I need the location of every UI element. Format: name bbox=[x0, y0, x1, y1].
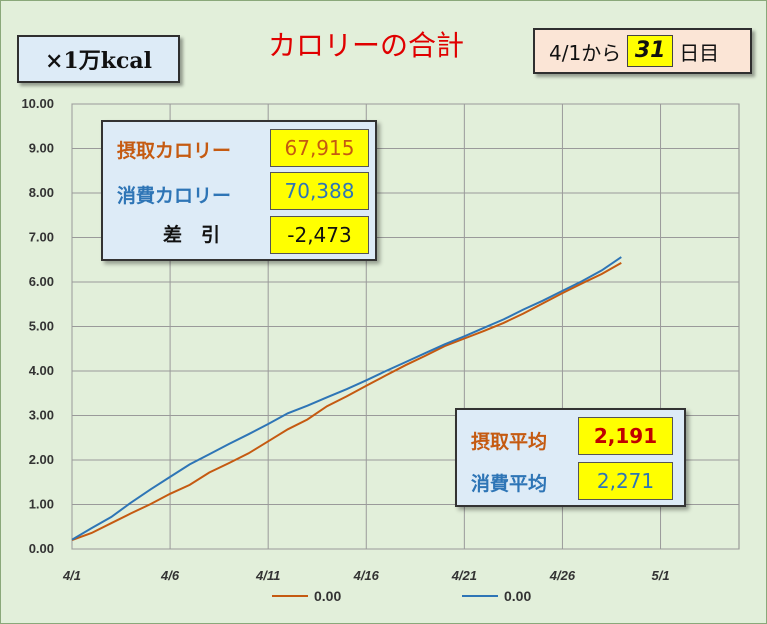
legend: 0.00 0.00 bbox=[272, 588, 531, 604]
x-tick-label: 4/6 bbox=[160, 568, 180, 583]
y-tick-label: 2.00 bbox=[29, 452, 54, 467]
x-tick-label: 4/11 bbox=[255, 568, 280, 583]
unit-label: ×1万kcal bbox=[17, 35, 180, 83]
intake-avg-label: 摂取平均 bbox=[471, 431, 548, 453]
x-tick-label: 5/1 bbox=[651, 568, 669, 583]
diff-label: 差 引 bbox=[163, 224, 221, 246]
series-line-2 bbox=[71, 256, 622, 541]
x-tick-label: 4/21 bbox=[451, 568, 477, 583]
y-tick-label: 3.00 bbox=[29, 408, 54, 423]
intake-value: 67,915 bbox=[270, 129, 369, 167]
intake-label: 摂取カロリー bbox=[117, 140, 232, 162]
y-tick-label: 1.00 bbox=[29, 497, 54, 512]
legend-label-2: 0.00 bbox=[504, 588, 531, 604]
summary-panel: 摂取カロリー 67,915 消費カロリー 70,388 差 引 -2,473 bbox=[101, 120, 377, 261]
x-tick-label: 4/16 bbox=[353, 568, 380, 583]
burn-value: 70,388 bbox=[270, 172, 369, 210]
y-tick-label: 6.00 bbox=[29, 274, 54, 289]
x-tick-label: 4/26 bbox=[549, 568, 576, 583]
y-tick-label: 9.00 bbox=[29, 141, 54, 156]
intake-avg-value: 2,191 bbox=[578, 417, 673, 455]
y-tick-label: 5.00 bbox=[29, 319, 54, 334]
burn-avg-label: 消費平均 bbox=[471, 473, 548, 495]
series-lines bbox=[71, 256, 622, 542]
diff-value: -2,473 bbox=[270, 216, 369, 254]
averages-panel: 摂取平均 2,191 消費平均 2,271 bbox=[455, 408, 686, 507]
series-line-1 bbox=[71, 262, 622, 542]
burn-avg-value: 2,271 bbox=[578, 462, 673, 500]
legend-label-1: 0.00 bbox=[314, 588, 341, 604]
burn-label: 消費カロリー bbox=[117, 185, 232, 207]
y-tick-label: 4.00 bbox=[29, 363, 54, 378]
y-tick-label: 7.00 bbox=[29, 230, 54, 245]
axis-ticks: 0.00 1.00 2.00 3.00 4.00 5.00 6.00 7.00 8.00 9.00… bbox=[21, 96, 669, 583]
day-counter-suffix: 日目 bbox=[679, 40, 720, 65]
x-tick-label: 4/1 bbox=[62, 568, 81, 583]
chart-title: カロリーの合計 bbox=[268, 29, 465, 62]
day-counter: 4/1から 31 日目 bbox=[533, 28, 752, 74]
day-counter-prefix: 4/1から bbox=[549, 40, 622, 65]
y-tick-label: 0.00 bbox=[29, 541, 54, 556]
y-tick-label: 10.00 bbox=[21, 96, 54, 111]
y-tick-label: 8.00 bbox=[29, 185, 54, 200]
day-counter-value: 31 bbox=[627, 35, 674, 67]
